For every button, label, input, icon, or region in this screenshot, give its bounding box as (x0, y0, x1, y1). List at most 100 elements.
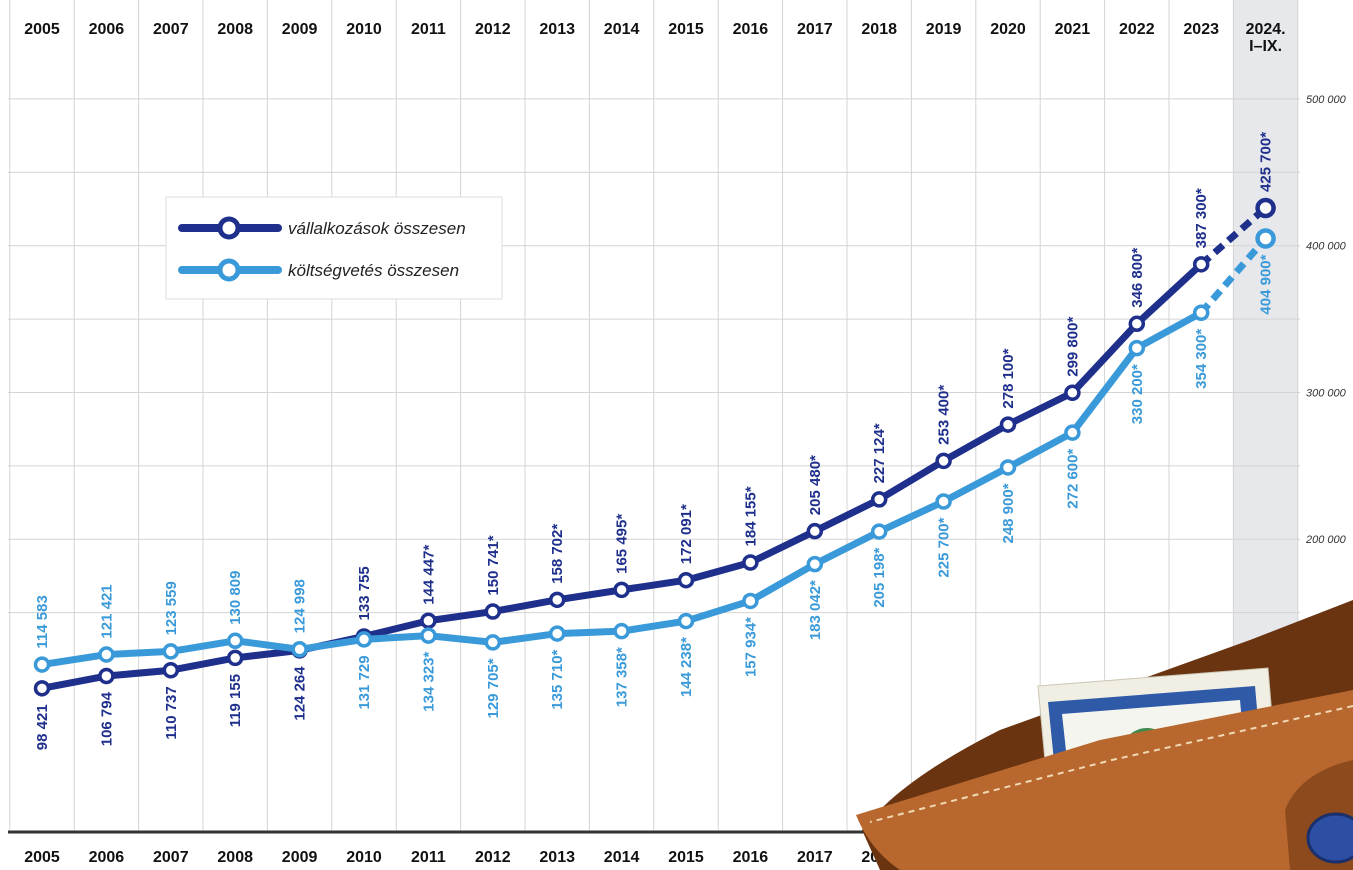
data-point (935, 493, 952, 510)
data-point (1192, 304, 1210, 322)
data-label-budget: 157 934* (742, 617, 759, 677)
data-point (548, 625, 566, 642)
data-point (806, 555, 824, 573)
data-label-business: 124 264 (292, 666, 309, 721)
year-label-bottom: 2013 (539, 849, 575, 866)
data-label-budget: 121 421 (98, 584, 115, 638)
data-label-business: 253 400* (936, 385, 953, 445)
year-label-top: 2005 (24, 21, 60, 38)
data-label-business: 165 495* (614, 514, 631, 574)
legend: vállalkozások összesen költségvetés össz… (165, 196, 503, 300)
data-label-business: 150 741* (485, 535, 502, 595)
data-point (677, 571, 695, 589)
data-label-business: 119 155 (227, 674, 244, 727)
year-label-top: 2021 (1055, 21, 1091, 38)
data-label-budget: 272 600* (1064, 449, 1081, 509)
data-point (33, 656, 51, 673)
data-point (1255, 197, 1276, 219)
data-label-business: 110 737 (163, 686, 180, 739)
year-label-top: 2016 (733, 21, 769, 38)
year-label-bottom: 2008 (217, 849, 253, 866)
data-labels: 98 421 114 583 106 794 121 421 110 737 123 55… (34, 132, 1275, 750)
data-point (613, 581, 630, 599)
year-label-bottom: 2011 (411, 849, 446, 866)
legend-item-business: vállalkozások összesen (178, 216, 466, 240)
data-label-budget: 404 900* (1258, 254, 1275, 314)
year-label-top: 2014 (604, 21, 640, 38)
data-label-budget: 129 705* (485, 658, 502, 718)
wallet-with-banknote-icon (856, 600, 1353, 870)
data-point (484, 634, 502, 651)
data-point (98, 667, 115, 685)
year-label-top: 2011 (411, 21, 446, 38)
year-label-bottom: 2017 (797, 849, 833, 866)
data-label-budget: 135 710* (549, 649, 566, 709)
series-budget (33, 228, 1276, 673)
year-label-top: 2022 (1119, 21, 1155, 38)
data-label-business: 106 794 (98, 691, 115, 746)
data-label-budget: 114 583 (34, 595, 51, 648)
data-point (677, 612, 695, 630)
data-label-budget: 205 198* (871, 547, 888, 607)
data-point (226, 649, 244, 667)
data-label-budget: 330 200* (1129, 364, 1146, 424)
year-label-top: 2007 (153, 21, 189, 38)
data-label-business: 172 091* (678, 504, 695, 564)
data-label-business: 158 702* (549, 524, 566, 584)
data-label-budget: 134 323* (420, 651, 437, 711)
data-label-budget: 123 559 (163, 581, 180, 635)
y-tick-label: 400 000 (1306, 241, 1347, 253)
year-label-top: 2013 (539, 21, 575, 38)
data-label-budget: 248 900* (1000, 483, 1017, 543)
series-line-estimate (1198, 236, 1269, 316)
year-label-bottom: 2009 (282, 849, 318, 866)
data-label-budget: 124 998 (292, 579, 309, 633)
data-label-budget: 354 300* (1193, 329, 1210, 389)
data-point (806, 522, 824, 540)
data-point (999, 459, 1017, 476)
data-label-budget: 183 042* (807, 580, 824, 640)
data-label-business: 98 421 (34, 704, 51, 750)
wallet-front (856, 690, 1353, 870)
y-tick-label: 500 000 (1306, 94, 1347, 106)
data-point (1064, 384, 1081, 402)
data-label-budget: 137 358* (614, 647, 631, 707)
legend-label-budget: költségvetés összesen (288, 261, 459, 280)
data-point (226, 632, 244, 650)
data-label-budget: 130 809 (227, 571, 244, 625)
data-point (742, 554, 759, 571)
data-label-budget: 144 238* (678, 637, 695, 697)
data-label-business: 387 300* (1193, 188, 1210, 248)
year-label-top: 2017 (797, 21, 833, 38)
data-point (870, 491, 888, 508)
year-label-bottom: 2005 (24, 849, 60, 866)
data-point (548, 591, 566, 609)
data-point (935, 452, 952, 470)
data-point (1192, 256, 1210, 273)
data-label-business: 184 155* (742, 486, 759, 546)
data-point (162, 661, 180, 679)
data-point (33, 680, 51, 697)
year-label-top: 2018 (861, 21, 897, 38)
wallet-stitching (869, 705, 1353, 823)
series-line (41, 309, 1203, 669)
year-label-bottom: 2016 (733, 849, 769, 866)
year-label-top: 2020 (990, 21, 1026, 38)
data-label-business: 133 755 (356, 566, 373, 620)
data-label-business: 205 480* (807, 455, 824, 515)
year-label-top: 2008 (217, 21, 253, 38)
year-label-bottom: 2012 (475, 849, 511, 866)
year-label-top: 2009 (282, 21, 318, 38)
legend-swatch-marker (217, 258, 241, 282)
data-point (999, 416, 1017, 433)
series-lines (33, 197, 1276, 697)
data-point (742, 592, 759, 610)
year-label-top: 2019 (926, 21, 962, 38)
data-point (1128, 315, 1146, 333)
data-point (420, 627, 437, 644)
data-point (484, 603, 502, 620)
legend-label-business: vállalkozások összesen (288, 219, 466, 238)
year-label-top: 2024. I–IX. (1246, 21, 1286, 55)
data-point (870, 523, 888, 540)
data-label-business: 278 100* (1000, 348, 1017, 408)
